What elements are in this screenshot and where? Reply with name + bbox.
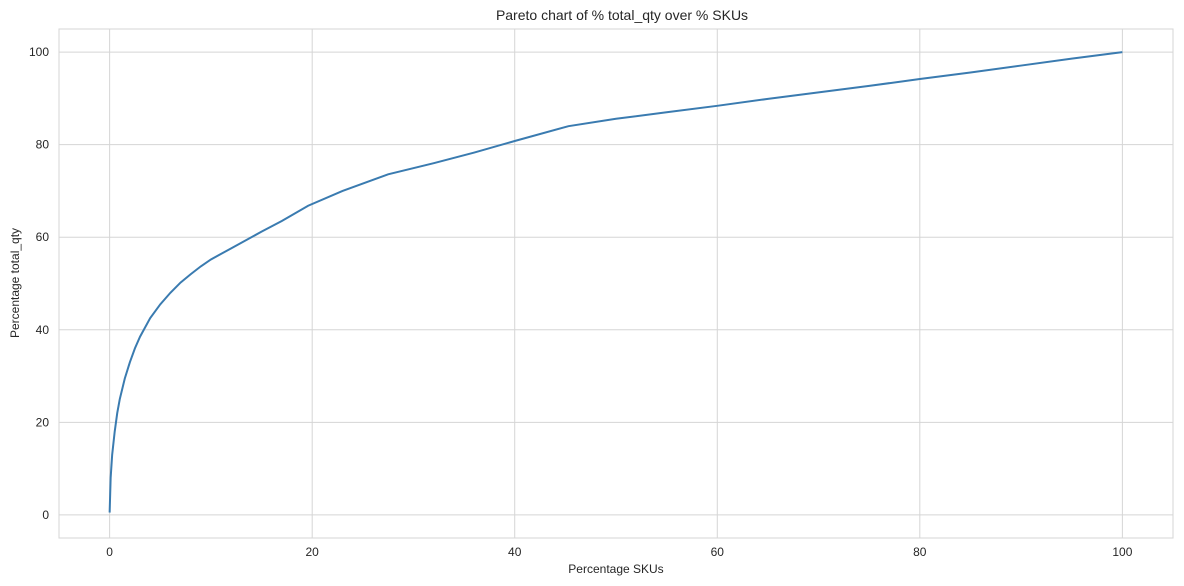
grid-lines (59, 29, 1173, 538)
tick-labels: 0 20 40 60 80 100 0 20 40 60 80 100 (29, 45, 1133, 559)
x-tick-label: 20 (306, 545, 320, 559)
y-axis-label: Percentage total_qty (8, 228, 22, 338)
plot-area (58, 28, 1174, 539)
y-tick-label: 20 (36, 415, 50, 429)
x-axis-label: Percentage SKUs (568, 562, 663, 576)
chart-title: Pareto chart of % total_qty over % SKUs (496, 7, 748, 23)
x-tick-label: 0 (106, 545, 113, 559)
y-tick-label: 80 (36, 138, 50, 152)
y-tick-label: 40 (36, 323, 50, 337)
x-tick-label: 100 (1112, 545, 1132, 559)
y-tick-label: 60 (36, 230, 50, 244)
pareto-series-line (108, 51, 1123, 513)
x-tick-label: 60 (711, 545, 725, 559)
x-tick-label: 40 (508, 545, 522, 559)
x-tick-label: 80 (913, 545, 927, 559)
y-tick-label: 100 (29, 45, 49, 59)
y-tick-label: 0 (42, 508, 49, 522)
